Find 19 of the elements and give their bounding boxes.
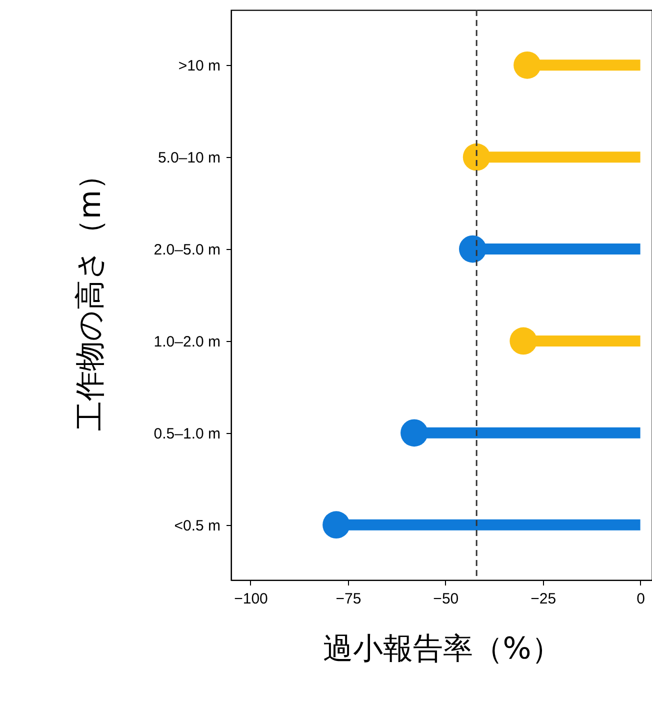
point <box>514 51 541 79</box>
point <box>458 235 486 263</box>
x-tick-label: −50 <box>433 590 459 608</box>
x-tick-label: −25 <box>530 590 556 608</box>
y-tick-label: 5.0–10 m <box>158 150 220 167</box>
point <box>322 511 350 539</box>
point <box>462 143 490 171</box>
x-axis-title: 過小報告率（%） <box>322 632 562 666</box>
x-tick-label: −75 <box>336 590 362 608</box>
y-tick-label: 2.0–5.0 m <box>154 242 220 259</box>
y-tick-label: <0.5 m <box>174 517 220 534</box>
y-tick-label: >10 m <box>178 58 220 75</box>
y-axis-title: 工作物の高さ（m） <box>72 160 108 432</box>
point <box>400 419 428 447</box>
y-tick-label: 0.5–1.0 m <box>154 425 220 442</box>
x-tick-label: −100 <box>234 590 268 608</box>
point <box>510 327 538 355</box>
x-tick-label: 0 <box>636 590 645 608</box>
y-tick-label: 1.0–2.0 m <box>154 333 220 350</box>
